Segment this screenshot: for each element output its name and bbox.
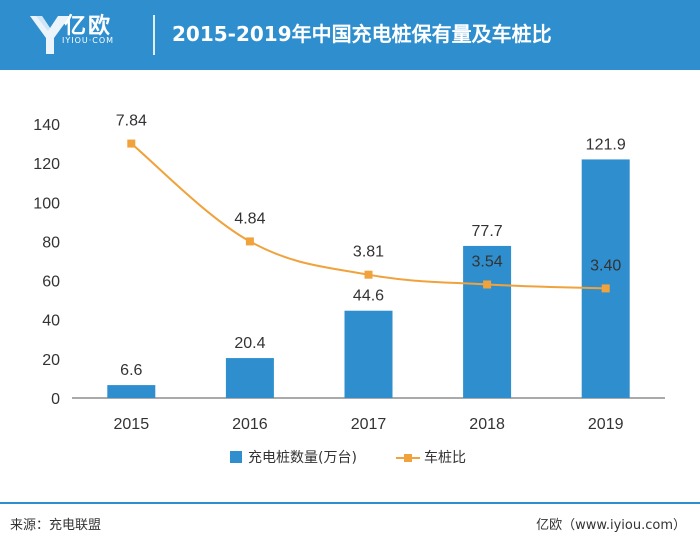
watermark: 亿欧（www.iyiou.com） bbox=[536, 518, 686, 533]
bar-value-label: 6.6 bbox=[120, 362, 142, 379]
ratio-value-label: 3.40 bbox=[590, 257, 621, 274]
logo-name: 亿欧 bbox=[64, 14, 113, 39]
bar bbox=[107, 385, 156, 398]
page-title: 2015-2019年中国充电桩保有量及车桩比 bbox=[172, 22, 552, 46]
bar bbox=[463, 245, 512, 398]
ratio-marker bbox=[364, 270, 373, 279]
chart: 0 20 40 60 80 100 120 140 2015 2016 2017 2018 2019 6.… bbox=[33, 113, 665, 466]
ratio-marker bbox=[127, 139, 136, 148]
y-tick-label: 20 bbox=[42, 352, 60, 369]
header-divider bbox=[153, 15, 155, 55]
source-note: 来源：充电联盟 bbox=[10, 518, 102, 533]
y-tick-label: 60 bbox=[42, 274, 60, 291]
ratio-value-label: 3.81 bbox=[353, 244, 384, 261]
legend-line-marker bbox=[404, 454, 412, 462]
ratio-value-label: 3.54 bbox=[472, 253, 503, 270]
x-tick-label: 2018 bbox=[469, 416, 505, 433]
x-tick-label: 2017 bbox=[351, 416, 387, 433]
x-tick-label: 2016 bbox=[232, 416, 268, 433]
ratio-value-label: 7.84 bbox=[116, 113, 147, 130]
header-bar: 亿欧 IYIOU·COM 2015-2019年中国充电桩保有量及车桩比 bbox=[0, 0, 700, 70]
y-tick-label: 80 bbox=[42, 234, 60, 251]
x-tick-label: 2015 bbox=[114, 416, 150, 433]
legend-bar-swatch bbox=[230, 451, 242, 463]
yiou-logo-icon bbox=[30, 16, 70, 54]
ratio-value-label: 4.84 bbox=[234, 210, 265, 227]
legend-bar-label: 充电桩数量(万台) bbox=[248, 449, 357, 466]
bar-value-label: 44.6 bbox=[353, 288, 384, 305]
ratio-marker bbox=[245, 237, 254, 246]
bar bbox=[344, 310, 393, 398]
x-tick-label: 2019 bbox=[588, 416, 624, 433]
y-tick-label: 140 bbox=[33, 117, 60, 134]
bar-value-label: 77.7 bbox=[472, 223, 503, 240]
bar-value-label: 20.4 bbox=[234, 335, 265, 352]
bar bbox=[581, 159, 630, 398]
y-tick-label: 120 bbox=[33, 156, 60, 173]
bar-value-label: 121.9 bbox=[586, 136, 626, 153]
logo-domain: IYIOU·COM bbox=[62, 36, 115, 45]
footer-divider bbox=[0, 502, 700, 504]
legend-line-label: 车桩比 bbox=[424, 449, 466, 466]
ratio-marker bbox=[601, 284, 610, 293]
ratio-line bbox=[130, 142, 606, 290]
y-tick-label: 0 bbox=[51, 391, 60, 408]
bar bbox=[225, 358, 274, 398]
ratio-marker bbox=[483, 280, 492, 289]
y-tick-label: 100 bbox=[33, 195, 60, 212]
y-tick-label: 40 bbox=[42, 313, 60, 330]
